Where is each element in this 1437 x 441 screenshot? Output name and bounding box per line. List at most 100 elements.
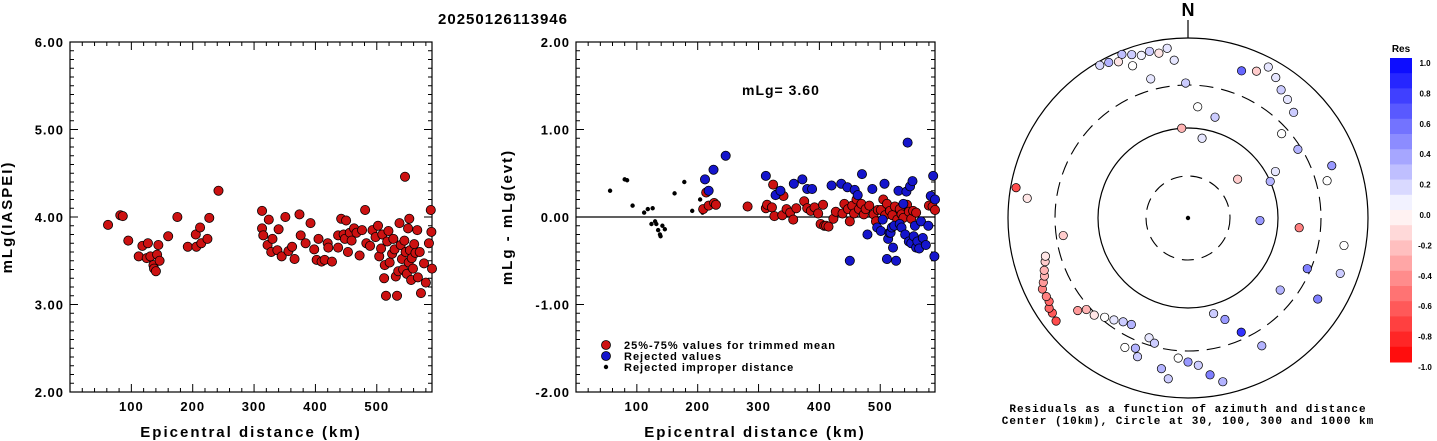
magnitude-point xyxy=(103,219,114,230)
azimuth-residual-point xyxy=(1181,78,1191,88)
residual-x-tick-label: 300 xyxy=(746,399,771,414)
left-y-tick-label: 2.00 xyxy=(35,385,64,400)
trimmed-mean-point xyxy=(710,199,721,210)
magnitude-point xyxy=(357,225,368,236)
rejected-value-point xyxy=(920,239,931,250)
azimuth-residual-point xyxy=(1265,176,1275,186)
magnitude-point xyxy=(425,204,436,215)
magnitude-point xyxy=(376,243,387,254)
magnitude-point xyxy=(323,242,334,253)
rejected-value-point xyxy=(867,183,878,194)
azimuth-residual-point xyxy=(1271,73,1281,83)
rejected-value-point xyxy=(891,255,902,266)
magnitude-point xyxy=(294,209,305,220)
left-x-tick-label: 100 xyxy=(119,399,144,414)
magnitude-point xyxy=(415,288,426,299)
rejected-value-point xyxy=(877,214,888,225)
rejected-value-point xyxy=(826,180,837,191)
colorbar-label: -1.0 xyxy=(1418,363,1432,372)
colorbar-label: 0.2 xyxy=(1419,181,1431,190)
rejected-value-point xyxy=(852,190,863,201)
rejected-value-point xyxy=(888,242,899,253)
azimuth-residual-point xyxy=(1169,55,1179,65)
trimmed-mean-point xyxy=(823,221,834,232)
rejected-value-point xyxy=(930,194,941,205)
rejected-value-point xyxy=(775,185,786,196)
legend-blue-label: Rejected values xyxy=(624,351,722,363)
azimuth-residual-point xyxy=(1236,327,1246,337)
azimuth-residual-point xyxy=(1293,144,1303,154)
colorbar-swatch xyxy=(1390,134,1412,150)
azimuth-residual-point xyxy=(1302,264,1312,274)
circle-30km xyxy=(1145,175,1231,261)
trimmed-mean-point xyxy=(813,208,824,219)
colorbar-swatch xyxy=(1390,286,1412,302)
azimuth-residual-point xyxy=(1095,60,1105,70)
azimuth-residual-point xyxy=(1011,183,1021,193)
rejected-value-point xyxy=(907,176,918,187)
rejected-distance-point xyxy=(630,203,635,208)
rejected-value-point xyxy=(788,178,799,189)
magnitude-point xyxy=(365,240,376,251)
azimuth-points xyxy=(1011,43,1349,387)
magnitude-point xyxy=(341,215,352,226)
magnitude-point xyxy=(426,263,437,274)
magnitude-point xyxy=(213,185,224,196)
rejected-value-point xyxy=(703,185,714,196)
residual-x-tick-label: 200 xyxy=(685,399,710,414)
magnitude-point xyxy=(419,258,430,269)
residual-axis-ticks: 100 200 300 400 500 -2.00 -1.00 0.00 1.00 2.00 xyxy=(535,35,935,414)
magnitude-point xyxy=(195,222,206,233)
azimuth-residual-point xyxy=(1339,240,1349,251)
rejected-distance-point xyxy=(672,191,677,196)
magnitude-point xyxy=(280,211,291,222)
colorbar-label: 0.6 xyxy=(1419,120,1431,129)
magnitude-point xyxy=(202,233,213,244)
magnitude-point xyxy=(380,290,391,301)
azimuth-residual-point xyxy=(1218,377,1228,387)
rejected-value-point xyxy=(881,253,892,264)
magnitude-point xyxy=(400,171,411,182)
magnitude-point xyxy=(407,263,418,274)
magnitude-point xyxy=(263,214,274,225)
colorbar-swatch xyxy=(1390,58,1412,74)
magnitude-point xyxy=(142,238,153,249)
magnitude-point xyxy=(326,256,337,267)
magnitude-point xyxy=(409,239,420,250)
rejected-value-point xyxy=(844,255,855,266)
magnitude-point xyxy=(420,277,431,288)
azimuth-residual-point xyxy=(1282,94,1293,104)
colorbar-label: 0.0 xyxy=(1419,211,1431,220)
left-y-tick-label: 3.00 xyxy=(35,298,64,313)
magnitude-point xyxy=(273,224,284,235)
rejected-value-point xyxy=(879,178,890,189)
rejected-value-point xyxy=(898,198,909,209)
event-magnitude-label: mLg= 3.60 xyxy=(742,82,820,98)
magnitude-point xyxy=(289,253,300,264)
magnitude-point xyxy=(399,235,410,246)
residual-y-tick-label: 2.00 xyxy=(541,35,570,50)
azimuth-residual-point xyxy=(1113,57,1123,67)
residual-plot: 100 200 300 400 500 -2.00 -1.00 0.00 1.00 2.00 mL… xyxy=(499,35,941,441)
colorbar-swatches xyxy=(1390,58,1412,363)
colorbar-label: 1.0 xyxy=(1419,59,1431,68)
azimuth-residual-point xyxy=(1100,312,1110,322)
trimmed-mean-point xyxy=(766,202,777,213)
left-y-tick-label: 4.00 xyxy=(35,210,64,225)
rejected-value-point xyxy=(760,170,771,181)
azimuth-residual-point xyxy=(1136,50,1146,60)
azimuth-residual-point xyxy=(1126,319,1136,330)
left-y-axis-label: mLg(IASPEI) xyxy=(0,161,16,274)
residual-y-tick-label: -1.00 xyxy=(535,298,570,313)
rejected-distance-point xyxy=(658,234,663,239)
azimuth-residual-point xyxy=(1154,48,1164,58)
magnitude-point xyxy=(123,235,134,246)
magnitude-point xyxy=(153,239,164,250)
azimuth-plot: N Residuals as a function of azimuth and… xyxy=(1002,0,1373,428)
rejected-distance-point xyxy=(645,206,650,212)
magnitude-point xyxy=(313,233,324,244)
rejected-distance-point xyxy=(660,223,665,228)
azimuth-residual-point xyxy=(1277,129,1287,139)
legend-red-label: 25%-75% values for trimmed mean xyxy=(624,340,836,352)
rejected-distance-point xyxy=(655,227,661,233)
